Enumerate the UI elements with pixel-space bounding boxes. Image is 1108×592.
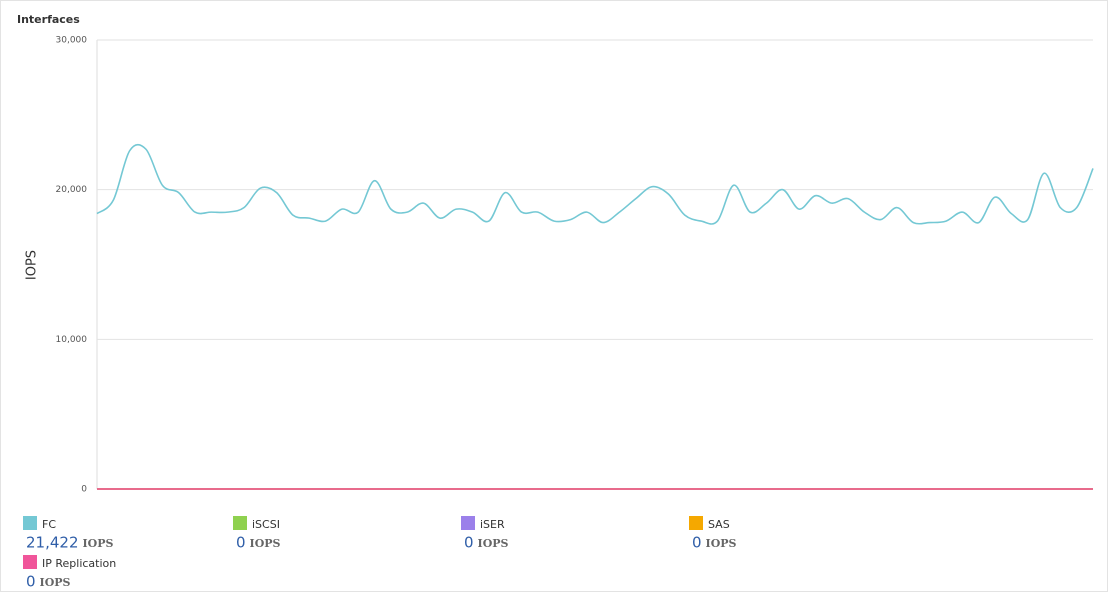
- legend-label: SAS: [708, 518, 730, 531]
- y-tick-label: 30,000: [56, 36, 88, 46]
- legend-label: IP Replication: [42, 557, 116, 570]
- y-tick-label: 10,000: [56, 335, 88, 345]
- legend-swatch: [689, 516, 703, 530]
- legend-label: FC: [42, 518, 56, 531]
- legend-value: 0: [692, 534, 702, 552]
- legend-value: 0: [464, 534, 474, 552]
- y-tick-label: 0: [81, 485, 87, 495]
- legend-unit: IOPS: [83, 537, 114, 550]
- legend-value: 0: [236, 534, 246, 552]
- series-line: [96, 143, 1094, 225]
- chart-title: Interfaces: [17, 13, 80, 26]
- legend-label: iSER: [480, 518, 505, 531]
- legend-unit: IOPS: [250, 537, 281, 550]
- legend-unit: IOPS: [40, 576, 71, 589]
- legend-unit: IOPS: [706, 537, 737, 550]
- legend-value: 0: [26, 573, 36, 591]
- legend-label: iSCSI: [252, 518, 280, 531]
- legend-value: 21,422: [26, 534, 79, 552]
- legend-swatch: [23, 516, 37, 530]
- legend-swatch: [233, 516, 247, 530]
- legend-swatch: [23, 555, 37, 569]
- legend-unit: IOPS: [478, 537, 509, 550]
- y-tick-label: 20,000: [56, 185, 88, 195]
- legend-swatch: [461, 516, 475, 530]
- y-axis-label: IOPS: [25, 250, 40, 280]
